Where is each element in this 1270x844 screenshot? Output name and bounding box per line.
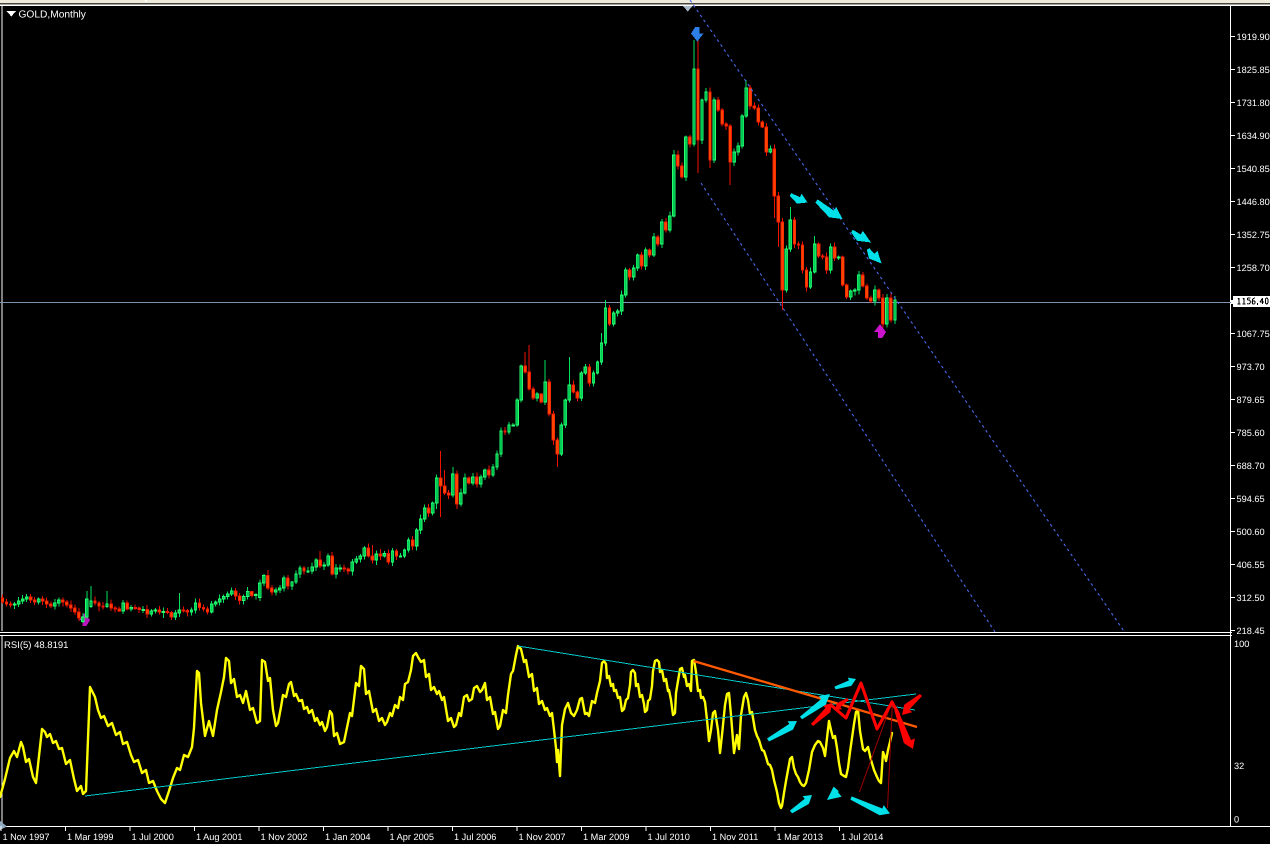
- svg-text:785.60: 785.60: [1237, 428, 1265, 438]
- svg-text:1 Jul 2006: 1 Jul 2006: [454, 832, 496, 842]
- svg-text:594.65: 594.65: [1237, 494, 1265, 504]
- svg-text:100: 100: [1234, 639, 1249, 649]
- svg-text:1 Mar 2009: 1 Mar 2009: [583, 832, 629, 842]
- svg-text:1067.75: 1067.75: [1237, 329, 1270, 339]
- svg-text:1825.85: 1825.85: [1237, 65, 1270, 75]
- svg-text:1 Jan 2004: 1 Jan 2004: [325, 832, 370, 842]
- svg-text:879.65: 879.65: [1237, 395, 1265, 405]
- svg-text:1 Apr 2005: 1 Apr 2005: [390, 832, 434, 842]
- svg-text:406.55: 406.55: [1237, 560, 1265, 570]
- svg-text:1 Jul 2014: 1 Jul 2014: [841, 832, 883, 842]
- svg-text:1 Nov 2011: 1 Nov 2011: [712, 832, 758, 842]
- svg-text:1 Aug 2001: 1 Aug 2001: [196, 832, 243, 842]
- svg-text:32: 32: [1234, 761, 1244, 771]
- svg-text:688.70: 688.70: [1237, 461, 1265, 471]
- svg-text:RSI(5) 48.8191: RSI(5) 48.8191: [4, 640, 68, 651]
- svg-text:1 Nov 2002: 1 Nov 2002: [261, 832, 308, 842]
- svg-text:1 Nov 2007: 1 Nov 2007: [519, 832, 566, 842]
- svg-text:1446.80: 1446.80: [1237, 197, 1270, 207]
- svg-text:1352.75: 1352.75: [1237, 230, 1270, 240]
- svg-text:1 Mar 1999: 1 Mar 1999: [67, 832, 113, 842]
- svg-text:1 Jul 2010: 1 Jul 2010: [648, 832, 690, 842]
- svg-text:1919.90: 1919.90: [1237, 32, 1270, 42]
- svg-text:0: 0: [1234, 815, 1239, 825]
- svg-text:GOLD,Monthly: GOLD,Monthly: [19, 10, 87, 21]
- svg-text:1258.70: 1258.70: [1237, 263, 1270, 273]
- svg-text:1 Jul 2000: 1 Jul 2000: [132, 832, 174, 842]
- svg-text:500.60: 500.60: [1237, 527, 1265, 537]
- svg-text:973.70: 973.70: [1237, 362, 1265, 372]
- svg-text:1 Nov 1997: 1 Nov 1997: [3, 832, 50, 842]
- svg-text:1540.85: 1540.85: [1237, 164, 1270, 174]
- svg-text:1731.80: 1731.80: [1237, 98, 1270, 108]
- svg-text:1 Mar 2013: 1 Mar 2013: [777, 832, 823, 842]
- svg-text:218.45: 218.45: [1237, 626, 1265, 636]
- svg-text:312.50: 312.50: [1237, 593, 1265, 603]
- svg-text:1634.90: 1634.90: [1237, 131, 1270, 141]
